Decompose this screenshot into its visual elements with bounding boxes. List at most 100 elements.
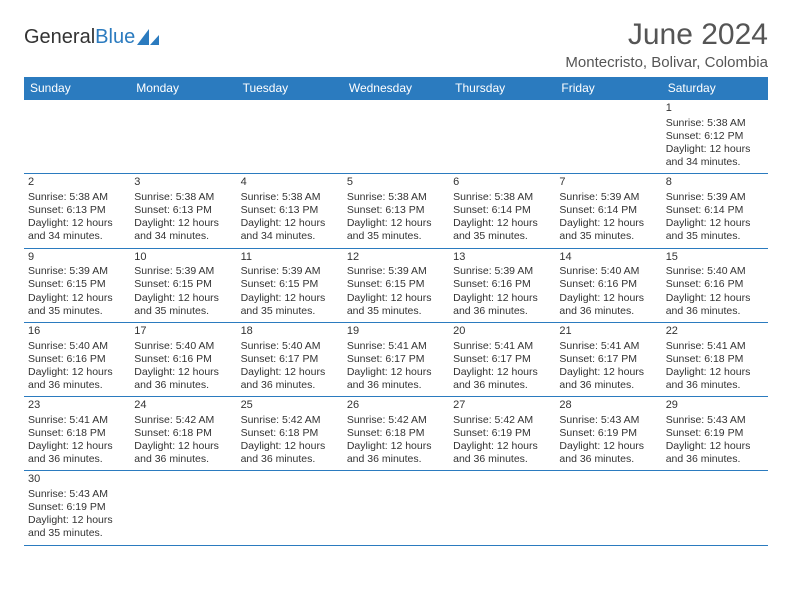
sunset-line: Sunset: 6:18 PM xyxy=(241,427,339,440)
empty-cell xyxy=(449,471,555,545)
day-number: 23 xyxy=(28,399,126,413)
calendar-row: 2Sunrise: 5:38 AMSunset: 6:13 PMDaylight… xyxy=(24,174,768,248)
empty-cell xyxy=(237,100,343,174)
sunset-line: Sunset: 6:17 PM xyxy=(347,353,445,366)
daylight-line: Daylight: 12 hours and 36 minutes. xyxy=(134,366,232,392)
daylight-line: Daylight: 12 hours and 36 minutes. xyxy=(453,440,551,466)
daylight-line: Daylight: 12 hours and 36 minutes. xyxy=(453,366,551,392)
day-number: 19 xyxy=(347,325,445,339)
day-cell: 10Sunrise: 5:39 AMSunset: 6:15 PMDayligh… xyxy=(130,248,236,322)
daylight-line: Daylight: 12 hours and 36 minutes. xyxy=(666,366,764,392)
sunrise-line: Sunrise: 5:39 AM xyxy=(28,265,126,278)
day-number: 20 xyxy=(453,325,551,339)
day-cell: 1Sunrise: 5:38 AMSunset: 6:12 PMDaylight… xyxy=(662,100,768,174)
sunset-line: Sunset: 6:16 PM xyxy=(453,278,551,291)
sunset-line: Sunset: 6:19 PM xyxy=(453,427,551,440)
daylight-line: Daylight: 12 hours and 34 minutes. xyxy=(134,217,232,243)
weekday-header: Saturday xyxy=(662,77,768,100)
day-cell: 20Sunrise: 5:41 AMSunset: 6:17 PMDayligh… xyxy=(449,322,555,396)
sunrise-line: Sunrise: 5:42 AM xyxy=(347,414,445,427)
sunset-line: Sunset: 6:15 PM xyxy=(347,278,445,291)
sunset-line: Sunset: 6:19 PM xyxy=(559,427,657,440)
sunrise-line: Sunrise: 5:40 AM xyxy=(241,340,339,353)
day-cell: 18Sunrise: 5:40 AMSunset: 6:17 PMDayligh… xyxy=(237,322,343,396)
day-cell: 29Sunrise: 5:43 AMSunset: 6:19 PMDayligh… xyxy=(662,397,768,471)
sunrise-line: Sunrise: 5:42 AM xyxy=(453,414,551,427)
day-number: 16 xyxy=(28,325,126,339)
day-cell: 25Sunrise: 5:42 AMSunset: 6:18 PMDayligh… xyxy=(237,397,343,471)
empty-cell xyxy=(24,100,130,174)
day-cell: 21Sunrise: 5:41 AMSunset: 6:17 PMDayligh… xyxy=(555,322,661,396)
day-number: 8 xyxy=(666,176,764,190)
day-number: 18 xyxy=(241,325,339,339)
day-number: 9 xyxy=(28,251,126,265)
empty-cell xyxy=(237,471,343,545)
sunset-line: Sunset: 6:15 PM xyxy=(241,278,339,291)
sunrise-line: Sunrise: 5:41 AM xyxy=(559,340,657,353)
day-number: 22 xyxy=(666,325,764,339)
sunset-line: Sunset: 6:19 PM xyxy=(666,427,764,440)
calendar-row: 1Sunrise: 5:38 AMSunset: 6:12 PMDaylight… xyxy=(24,100,768,174)
calendar-row: 16Sunrise: 5:40 AMSunset: 6:16 PMDayligh… xyxy=(24,322,768,396)
daylight-line: Daylight: 12 hours and 35 minutes. xyxy=(241,292,339,318)
logo: GeneralBlue xyxy=(24,18,159,49)
day-cell: 16Sunrise: 5:40 AMSunset: 6:16 PMDayligh… xyxy=(24,322,130,396)
weekday-row: SundayMondayTuesdayWednesdayThursdayFrid… xyxy=(24,77,768,100)
day-number: 10 xyxy=(134,251,232,265)
day-number: 25 xyxy=(241,399,339,413)
daylight-line: Daylight: 12 hours and 36 minutes. xyxy=(347,366,445,392)
sunrise-line: Sunrise: 5:41 AM xyxy=(347,340,445,353)
sunset-line: Sunset: 6:16 PM xyxy=(134,353,232,366)
day-cell: 26Sunrise: 5:42 AMSunset: 6:18 PMDayligh… xyxy=(343,397,449,471)
daylight-line: Daylight: 12 hours and 35 minutes. xyxy=(28,292,126,318)
sunset-line: Sunset: 6:16 PM xyxy=(28,353,126,366)
sunset-line: Sunset: 6:18 PM xyxy=(347,427,445,440)
day-number: 29 xyxy=(666,399,764,413)
sunrise-line: Sunrise: 5:43 AM xyxy=(559,414,657,427)
day-number: 12 xyxy=(347,251,445,265)
sunset-line: Sunset: 6:14 PM xyxy=(559,204,657,217)
sunset-line: Sunset: 6:18 PM xyxy=(134,427,232,440)
sunrise-line: Sunrise: 5:39 AM xyxy=(347,265,445,278)
day-cell: 14Sunrise: 5:40 AMSunset: 6:16 PMDayligh… xyxy=(555,248,661,322)
day-number: 30 xyxy=(28,473,126,487)
day-cell: 23Sunrise: 5:41 AMSunset: 6:18 PMDayligh… xyxy=(24,397,130,471)
weekday-header: Wednesday xyxy=(343,77,449,100)
logo-text-a: General xyxy=(24,26,95,49)
sunset-line: Sunset: 6:12 PM xyxy=(666,130,764,143)
day-number: 15 xyxy=(666,251,764,265)
daylight-line: Daylight: 12 hours and 36 minutes. xyxy=(241,366,339,392)
daylight-line: Daylight: 12 hours and 36 minutes. xyxy=(241,440,339,466)
day-cell: 4Sunrise: 5:38 AMSunset: 6:13 PMDaylight… xyxy=(237,174,343,248)
daylight-line: Daylight: 12 hours and 35 minutes. xyxy=(347,217,445,243)
sunrise-line: Sunrise: 5:43 AM xyxy=(28,488,126,501)
day-number: 13 xyxy=(453,251,551,265)
sunset-line: Sunset: 6:17 PM xyxy=(241,353,339,366)
sunrise-line: Sunrise: 5:40 AM xyxy=(666,265,764,278)
sunrise-line: Sunrise: 5:42 AM xyxy=(241,414,339,427)
sunrise-line: Sunrise: 5:39 AM xyxy=(666,191,764,204)
day-number: 6 xyxy=(453,176,551,190)
day-number: 26 xyxy=(347,399,445,413)
day-number: 11 xyxy=(241,251,339,265)
month-title: June 2024 xyxy=(565,18,768,52)
sunrise-line: Sunrise: 5:42 AM xyxy=(134,414,232,427)
daylight-line: Daylight: 12 hours and 36 minutes. xyxy=(28,440,126,466)
sunset-line: Sunset: 6:14 PM xyxy=(666,204,764,217)
empty-cell xyxy=(130,100,236,174)
sunrise-line: Sunrise: 5:38 AM xyxy=(453,191,551,204)
day-cell: 3Sunrise: 5:38 AMSunset: 6:13 PMDaylight… xyxy=(130,174,236,248)
empty-cell xyxy=(343,100,449,174)
sunrise-line: Sunrise: 5:40 AM xyxy=(559,265,657,278)
sunrise-line: Sunrise: 5:39 AM xyxy=(241,265,339,278)
calendar-row: 23Sunrise: 5:41 AMSunset: 6:18 PMDayligh… xyxy=(24,397,768,471)
calendar-table: SundayMondayTuesdayWednesdayThursdayFrid… xyxy=(24,77,768,546)
day-cell: 17Sunrise: 5:40 AMSunset: 6:16 PMDayligh… xyxy=(130,322,236,396)
sunrise-line: Sunrise: 5:41 AM xyxy=(453,340,551,353)
sunset-line: Sunset: 6:15 PM xyxy=(28,278,126,291)
day-number: 28 xyxy=(559,399,657,413)
location: Montecristo, Bolivar, Colombia xyxy=(565,54,768,71)
daylight-line: Daylight: 12 hours and 35 minutes. xyxy=(666,217,764,243)
sunrise-line: Sunrise: 5:39 AM xyxy=(134,265,232,278)
daylight-line: Daylight: 12 hours and 36 minutes. xyxy=(134,440,232,466)
